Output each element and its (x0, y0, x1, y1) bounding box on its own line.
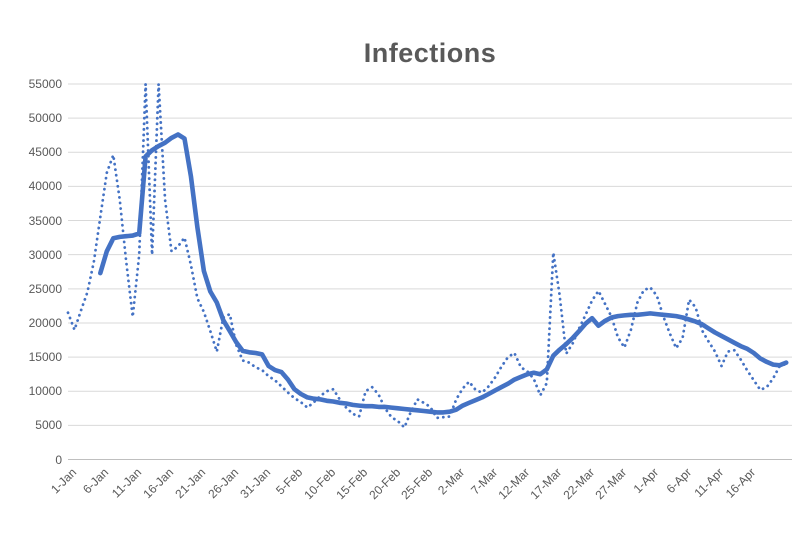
chart-title: Infections (363, 38, 497, 68)
y-axis-label: 10000 (28, 384, 62, 399)
y-axis-label: 0 (55, 452, 62, 467)
gridlines (68, 83, 792, 460)
y-axis-label: 40000 (28, 179, 62, 194)
y-axis-label: 5000 (35, 418, 62, 433)
y-axis-label: 35000 (28, 213, 62, 228)
y-axis-label: 55000 (28, 77, 62, 91)
y-axis-label: 25000 (28, 281, 62, 296)
average-series-line (98, 132, 789, 415)
y-axis-label: 30000 (28, 247, 62, 262)
y-axis-label: 45000 (28, 145, 62, 160)
y-axis-label: 15000 (28, 350, 62, 365)
y-axis-label: 20000 (28, 315, 62, 330)
daily-series-line (66, 82, 788, 429)
y-axis-label: 50000 (28, 111, 62, 126)
